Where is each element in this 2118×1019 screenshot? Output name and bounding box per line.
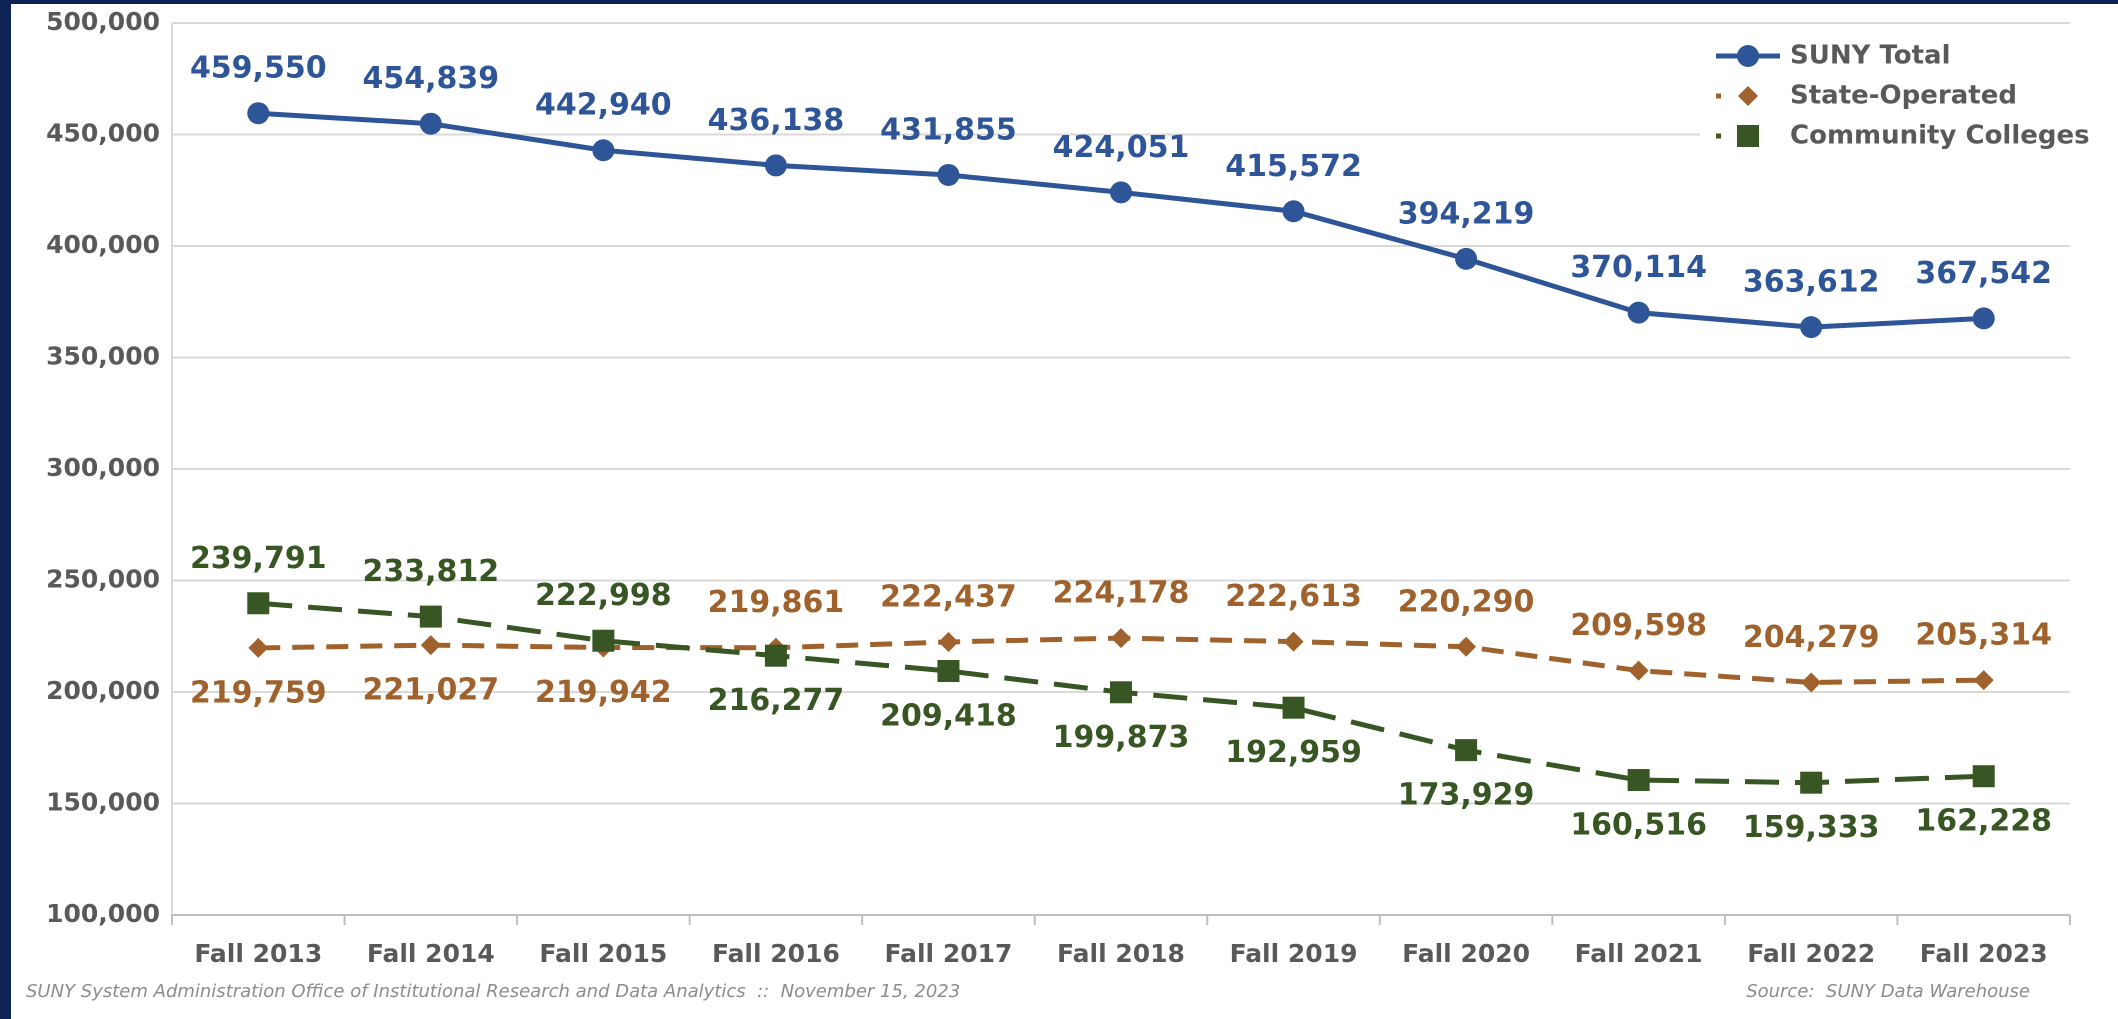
data-label: 220,290: [1398, 584, 1535, 619]
legend-box: [1700, 30, 2070, 160]
marker: [1972, 307, 1995, 330]
data-label: 219,861: [708, 585, 845, 620]
data-label: 459,550: [190, 51, 327, 86]
marker: [1738, 86, 1758, 106]
marker: [937, 659, 960, 682]
legend-label: State-Operated: [1790, 81, 2017, 111]
marker: [1973, 670, 1994, 691]
y-tick-label: 300,000: [46, 453, 160, 482]
data-label: 222,437: [880, 579, 1017, 614]
data-label: 394,219: [1398, 196, 1535, 231]
data-label: 454,839: [362, 61, 499, 96]
y-tick-label: 200,000: [46, 676, 160, 705]
x-tick-label: Fall 2014: [367, 939, 495, 968]
data-label: 363,612: [1743, 265, 1880, 300]
data-label: 370,114: [1570, 250, 1707, 285]
data-label: 431,855: [880, 112, 1017, 147]
marker: [1455, 247, 1478, 270]
marker: [1282, 696, 1305, 719]
marker: [1283, 631, 1304, 652]
data-label: 424,051: [1053, 130, 1190, 165]
data-label: 209,598: [1570, 608, 1707, 643]
y-tick-label: 450,000: [46, 119, 160, 148]
data-label: 219,759: [190, 675, 327, 710]
x-tick-label: Fall 2022: [1747, 939, 1875, 968]
y-tick-label: 500,000: [46, 7, 160, 36]
y-tick-label: 250,000: [46, 565, 160, 594]
marker: [1800, 771, 1823, 794]
marker: [938, 631, 959, 652]
data-label: 209,418: [880, 698, 1017, 733]
marker: [1800, 316, 1823, 339]
marker: [1110, 181, 1132, 204]
x-tick-label: Fall 2017: [885, 939, 1013, 968]
data-label: 221,027: [362, 673, 499, 708]
marker: [1455, 739, 1478, 762]
x-tick-label: Fall 2018: [1057, 939, 1185, 968]
marker: [419, 605, 442, 628]
footer-left: SUNY System Administration Office of Ins…: [26, 981, 960, 1002]
marker: [1627, 769, 1650, 792]
data-label: 367,542: [1915, 256, 2052, 291]
marker: [764, 644, 787, 667]
data-label: 436,138: [708, 103, 845, 138]
marker: [592, 629, 615, 652]
data-label: 192,959: [1225, 735, 1362, 770]
legend-label: SUNY Total: [1790, 41, 1951, 71]
data-label: 219,942: [535, 675, 672, 710]
data-label: 173,929: [1398, 778, 1535, 813]
x-tick-label: Fall 2016: [712, 939, 840, 968]
y-tick-label: 350,000: [46, 342, 160, 371]
legend-label: Community Colleges: [1790, 121, 2090, 151]
data-label: 442,940: [535, 88, 672, 123]
marker: [1282, 200, 1305, 223]
data-label: 204,279: [1743, 620, 1880, 655]
data-label: 216,277: [708, 683, 845, 718]
marker: [1801, 672, 1822, 693]
y-tick-label: 100,000: [46, 899, 160, 928]
marker: [1628, 660, 1649, 681]
data-label: 224,178: [1053, 576, 1190, 611]
marker: [1737, 125, 1759, 147]
marker: [247, 592, 270, 615]
y-tick-label: 400,000: [46, 230, 160, 259]
data-label: 222,998: [535, 578, 672, 613]
data-label: 160,516: [1570, 808, 1707, 843]
x-tick-label: Fall 2020: [1402, 939, 1530, 968]
marker: [592, 139, 615, 162]
data-label: 222,613: [1225, 579, 1362, 614]
data-label: 199,873: [1053, 720, 1190, 755]
x-tick-label: Fall 2015: [539, 939, 667, 968]
background: [11, 4, 2118, 1019]
footer-right: Source: SUNY Data Warehouse: [1746, 981, 2030, 1002]
y-tick-label: 150,000: [46, 788, 160, 817]
marker: [1111, 628, 1131, 649]
marker: [1456, 636, 1477, 657]
marker: [419, 112, 442, 135]
marker: [1737, 45, 1759, 67]
x-tick-label: Fall 2013: [194, 939, 322, 968]
marker: [420, 635, 441, 656]
marker: [247, 102, 270, 125]
data-label: 415,572: [1225, 149, 1362, 184]
marker: [248, 637, 269, 658]
marker: [1627, 301, 1650, 324]
x-tick-label: Fall 2021: [1575, 939, 1703, 968]
data-label: 205,314: [1915, 618, 2052, 653]
x-tick-label: Fall 2023: [1920, 939, 2048, 968]
marker: [764, 154, 787, 177]
data-label: 162,228: [1915, 804, 2052, 839]
marker: [937, 163, 960, 186]
data-label: 159,333: [1743, 810, 1880, 845]
marker: [1972, 765, 1995, 788]
data-label: 233,812: [362, 554, 499, 589]
data-label: 239,791: [190, 541, 327, 576]
x-tick-label: Fall 2019: [1230, 939, 1358, 968]
marker: [1110, 681, 1132, 704]
